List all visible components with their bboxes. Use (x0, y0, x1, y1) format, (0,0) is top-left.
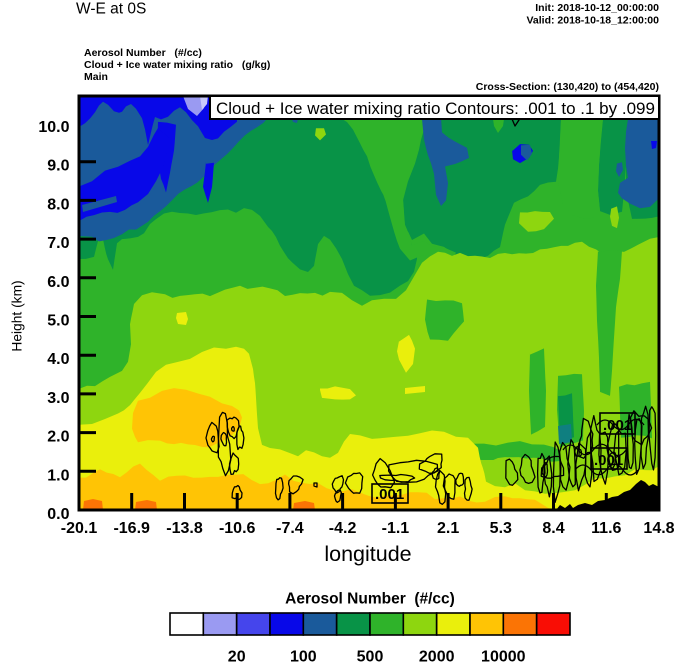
svg-text:5.3: 5.3 (490, 520, 512, 537)
svg-text:11.6: 11.6 (591, 520, 621, 537)
svg-text:Height (km): Height (km) (10, 280, 25, 351)
svg-text:.001: .001 (603, 417, 632, 434)
svg-text:-20.1: -20.1 (61, 520, 98, 537)
svg-text:.001: .001 (375, 486, 404, 503)
svg-text:Cloud + Ice water mixing ratio: Cloud + Ice water mixing ratio (g/kg) (84, 59, 270, 71)
svg-text:Aerosol Number (#/cc): Aerosol Number (#/cc) (285, 591, 455, 608)
svg-text:Cross-Section: (130,420) to (4: Cross-Section: (130,420) to (454,420) (476, 81, 659, 93)
svg-text:100: 100 (290, 649, 317, 666)
svg-text:2000: 2000 (419, 649, 455, 666)
svg-text:8.0: 8.0 (47, 196, 69, 213)
svg-text:4.0: 4.0 (47, 351, 69, 368)
svg-text:2.0: 2.0 (47, 429, 69, 446)
svg-text:.001: .001 (594, 452, 623, 469)
svg-text:10000: 10000 (481, 649, 526, 666)
svg-text:Init: 2018-10-12_00:00:00: Init: 2018-10-12_00:00:00 (535, 2, 659, 14)
svg-text:5.0: 5.0 (47, 313, 69, 330)
svg-text:Aerosol Number (#/cc): Aerosol Number (#/cc) (84, 47, 202, 59)
svg-text:2.1: 2.1 (437, 520, 459, 537)
svg-text:-7.4: -7.4 (276, 520, 304, 537)
svg-text:W-E at 0S: W-E at 0S (76, 1, 146, 18)
svg-text:10.0: 10.0 (38, 119, 69, 136)
svg-text:6.0: 6.0 (47, 274, 69, 291)
svg-text:0.0: 0.0 (47, 506, 69, 523)
svg-text:20: 20 (228, 649, 246, 666)
svg-text:-10.6: -10.6 (219, 520, 256, 537)
svg-text:8.4: 8.4 (542, 520, 564, 537)
svg-text:-13.8: -13.8 (166, 520, 203, 537)
svg-text:14.8: 14.8 (643, 520, 674, 537)
svg-text:1.0: 1.0 (47, 467, 69, 484)
svg-text:500: 500 (357, 649, 384, 666)
svg-text:Valid: 2018-10-18_12:00:00: Valid: 2018-10-18_12:00:00 (526, 15, 659, 27)
svg-text:longitude: longitude (324, 542, 411, 566)
svg-text:Cloud + Ice water mixing ratio: Cloud + Ice water mixing ratio Contours:… (216, 99, 655, 118)
svg-text:9.0: 9.0 (47, 158, 69, 175)
svg-text:7.0: 7.0 (47, 235, 69, 252)
svg-text:-1.1: -1.1 (382, 520, 410, 537)
svg-text:3.0: 3.0 (47, 390, 69, 407)
svg-text:Main: Main (84, 71, 108, 83)
svg-text:-4.2: -4.2 (329, 520, 357, 537)
svg-text:-16.9: -16.9 (113, 520, 150, 537)
